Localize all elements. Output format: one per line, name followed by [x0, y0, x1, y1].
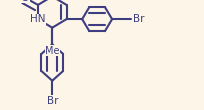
- Text: Br: Br: [133, 14, 145, 24]
- Text: Br: Br: [47, 96, 58, 106]
- Text: HN: HN: [30, 14, 46, 24]
- Text: O: O: [21, 0, 30, 3]
- Text: Me: Me: [45, 46, 60, 56]
